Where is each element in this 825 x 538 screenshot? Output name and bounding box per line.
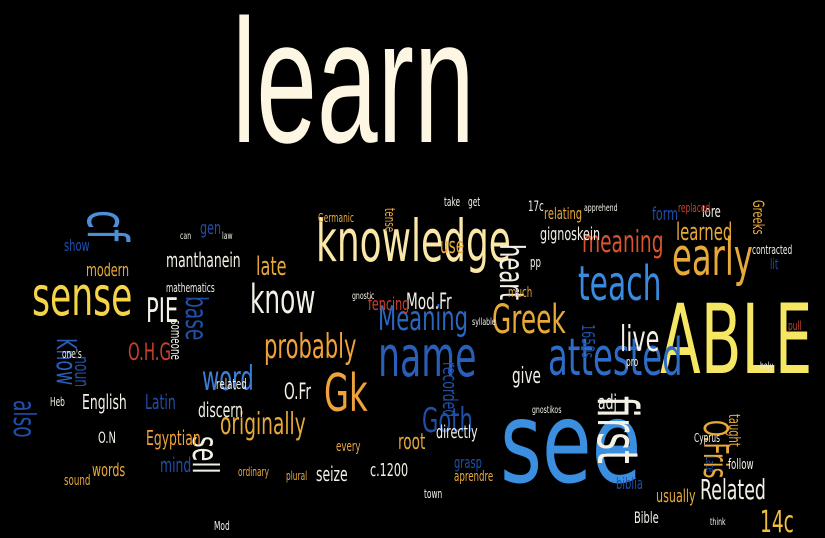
cloud-word: plural [286, 469, 308, 483]
cloud-word: words [92, 460, 126, 481]
cloud-word: ABLE [660, 284, 813, 396]
cloud-word: Mod [214, 519, 230, 533]
cloud-word: 17c [528, 199, 544, 215]
cloud-word: Greek [492, 297, 566, 343]
cloud-word: teach [578, 256, 662, 312]
cloud-word: aprendre [454, 469, 494, 485]
cloud-word: O.H.G [128, 338, 172, 366]
cloud-word: gignoskein [540, 224, 601, 245]
cloud-word: replaced [678, 201, 711, 215]
cloud-word: Goth [422, 401, 473, 441]
cloud-word: pp [530, 255, 542, 271]
cloud-word: O.Fr [284, 380, 311, 405]
cloud-word: c.1200 [370, 460, 409, 481]
cloud-word: show [64, 236, 90, 255]
cloud-word: related [216, 377, 247, 393]
cloud-word: follow [728, 457, 754, 473]
cloud-word: Germanic [318, 211, 354, 225]
cloud-word: Egyptian [146, 426, 201, 450]
cloud-word: gen [200, 218, 222, 239]
cloud-word: 1650s [577, 324, 598, 359]
cloud-word: Cyprus [694, 431, 720, 445]
cloud-word: know [250, 277, 316, 323]
cloud-word: learned [676, 218, 733, 246]
cloud-word: law [222, 231, 233, 242]
cloud-word: lit [770, 257, 779, 273]
cloud-word: Meaning [378, 299, 469, 339]
cloud-word: pro [626, 355, 639, 369]
cloud-word: adj [598, 390, 617, 414]
cloud-word: 14c [760, 505, 794, 538]
cloud-word: think [710, 517, 726, 528]
cloud-word: take [444, 195, 461, 209]
cloud-word: relating [544, 204, 583, 223]
cloud-word: early [672, 228, 753, 288]
cloud-word: biblia [616, 474, 643, 493]
cloud-word: gnostic [352, 291, 375, 302]
cloud-word: also [6, 400, 41, 438]
cloud-word: root [398, 430, 426, 455]
cloud-word: Related [700, 473, 766, 506]
cloud-word: mathematics [166, 281, 215, 295]
cloud-word: directly [436, 422, 478, 443]
cloud-word: knowledge [316, 207, 511, 275]
cloud-word: PIE [146, 291, 179, 331]
cloud-word: use [440, 234, 465, 259]
cloud-word: mind [160, 453, 192, 477]
cloud-word: sense [32, 265, 133, 328]
cloud-word: one's [62, 347, 82, 361]
cloud-word: name [378, 325, 477, 390]
cloud-word: sound [64, 473, 91, 489]
cloud-word: discern [198, 398, 243, 422]
cloud-word: lore [702, 202, 721, 221]
cloud-word: someone [167, 320, 183, 360]
cloud-word: Latin [145, 390, 176, 414]
cloud-word: meaning [582, 225, 664, 260]
cloud-word: get [468, 195, 481, 209]
cloud-word: can [180, 231, 192, 242]
cloud-word: learn [232, 0, 475, 180]
cloud-word: recorded [438, 362, 462, 418]
cloud-word: see [500, 379, 642, 509]
cloud-word: probably [264, 327, 357, 367]
cloud-word: much [508, 285, 533, 301]
cloud-word: live [620, 319, 660, 360]
cloud-word: late [256, 252, 287, 282]
cloud-word: form [652, 204, 679, 225]
cloud-word: town [424, 487, 443, 501]
cloud-word: every [336, 439, 361, 455]
cloud-word: Greeks [749, 200, 768, 235]
cloud-word: attested [548, 328, 683, 388]
cloud-word: Mod.Fr [406, 290, 452, 315]
cloud-word: Bible [634, 508, 659, 527]
cloud-word: modern [86, 260, 130, 281]
cloud-word: English [82, 390, 127, 414]
cloud-word: manthanein [166, 248, 241, 272]
cloud-word: word [202, 359, 254, 399]
cloud-word: Heb [50, 395, 65, 409]
cloud-word: ordinary [238, 465, 270, 479]
cloud-word: grasp [454, 453, 482, 472]
cloud-word: O.N [98, 428, 116, 447]
cloud-word: holy [760, 361, 774, 372]
cloud-word: pull [788, 319, 802, 333]
cloud-word: apprehend [584, 203, 618, 214]
cloud-word: syllable [472, 317, 496, 328]
cloud-word: Gk [324, 364, 368, 424]
cloud-word: tense [381, 208, 397, 233]
cloud-word: gnostikos [532, 405, 562, 416]
cloud-word: taught [725, 414, 744, 447]
cloud-word: originally [220, 407, 306, 442]
cloud-word: Late [703, 456, 717, 473]
cloud-word: seize [316, 462, 348, 486]
cloud-word: base [178, 296, 213, 341]
cloud-word: fencing [368, 294, 410, 315]
cloud-word: usually [656, 486, 696, 507]
cloud-word: contracted [752, 243, 793, 257]
cloud-word: give [512, 364, 541, 389]
